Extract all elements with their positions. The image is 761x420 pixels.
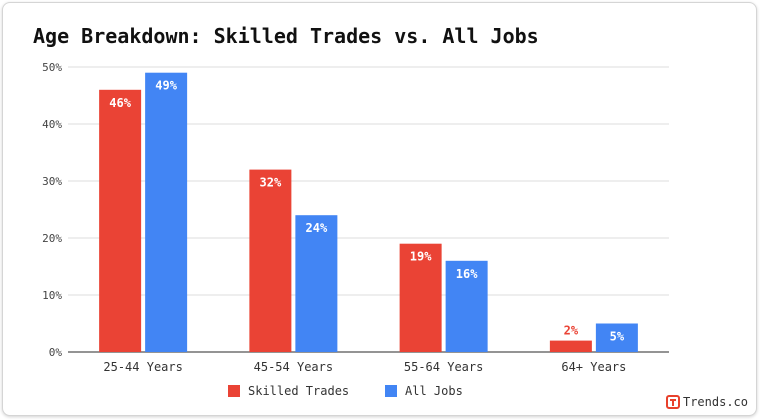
- bar: [399, 243, 442, 352]
- data-label: 5%: [610, 330, 625, 344]
- data-label: 32%: [260, 176, 282, 190]
- legend-label: All Jobs: [405, 384, 463, 398]
- bar: [445, 260, 488, 352]
- bar-chart: Age Breakdown: Skilled Trades vs. All Jo…: [33, 24, 669, 398]
- x-tick-label: 64+ Years: [561, 360, 626, 374]
- data-label: 24%: [306, 221, 328, 235]
- y-tick-label: 10%: [42, 289, 62, 302]
- bar: [595, 323, 638, 352]
- x-tick-label: 25-44 Years: [103, 360, 182, 374]
- y-tick-label: 20%: [42, 232, 62, 245]
- data-label: 19%: [410, 250, 432, 264]
- legend-swatch: [385, 385, 397, 397]
- y-tick-label: 30%: [42, 175, 62, 188]
- legend-label: Skilled Trades: [248, 384, 349, 398]
- data-label: 49%: [155, 79, 177, 93]
- chart-card: Age Breakdown: Skilled Trades vs. All Jo…: [2, 2, 757, 416]
- y-tick-label: 50%: [42, 61, 62, 74]
- x-tick-label: 55-64 Years: [404, 360, 483, 374]
- y-tick-label: 40%: [42, 118, 62, 131]
- bar: [549, 340, 592, 352]
- brand-name: Trends.co: [682, 395, 748, 409]
- data-label: 46%: [109, 96, 131, 110]
- trends-logo-icon: [665, 395, 680, 409]
- bar: [99, 89, 142, 353]
- data-label: 2%: [564, 324, 579, 338]
- legend-swatch: [228, 385, 240, 397]
- y-tick-label: 0%: [49, 346, 63, 359]
- chart-title: Age Breakdown: Skilled Trades vs. All Jo…: [33, 24, 539, 48]
- bar: [295, 215, 338, 352]
- data-label: 16%: [456, 267, 478, 281]
- x-tick-label: 45-54 Years: [254, 360, 333, 374]
- bar: [249, 169, 292, 352]
- bar: [145, 72, 188, 352]
- brand-watermark: Trends.co: [665, 395, 748, 409]
